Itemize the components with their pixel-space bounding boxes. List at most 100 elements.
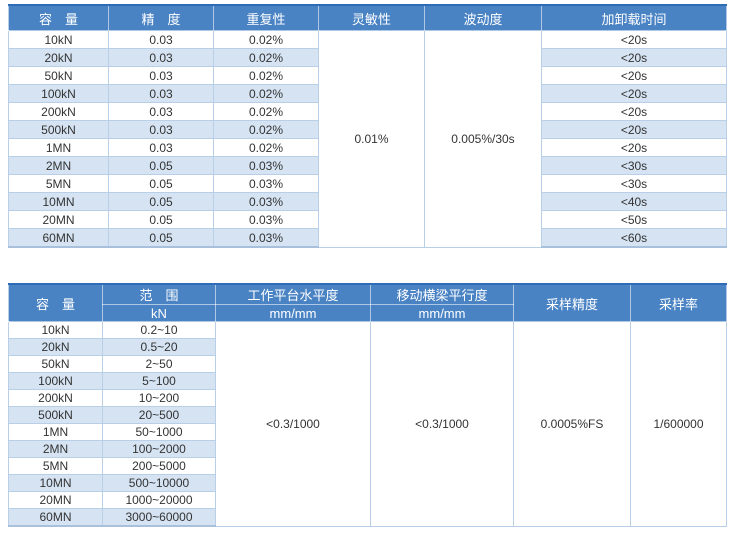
cell-precision: 0.03	[108, 48, 214, 67]
cell-capacity: 10MN	[8, 192, 109, 211]
cell-capacity: 10MN	[8, 474, 103, 492]
table-row: 60MN 0.05 0.03% <60s	[8, 228, 727, 248]
cell-precision: 0.05	[108, 174, 214, 193]
cell-capacity: 20kN	[8, 338, 103, 356]
cell-repeatability: 0.02%	[213, 120, 319, 139]
cell-repeatability: 0.03%	[213, 228, 319, 248]
cell-load-time: <20s	[541, 120, 727, 139]
cell-range: 3000~60000	[102, 508, 216, 527]
cell-capacity: 20kN	[8, 48, 109, 67]
col-header-precision: 精 度	[108, 4, 214, 31]
table-row: 100kN 0.03 0.02% <20s	[8, 84, 727, 103]
cell-capacity: 100kN	[8, 84, 109, 103]
cell-sampling-precision-merged: 0.0005%FS	[513, 321, 631, 527]
cell-precision: 0.03	[108, 66, 214, 85]
cell-capacity: 200kN	[8, 389, 103, 407]
table-row: 10kN 0.03 0.02% 0.01% 0.005%/30s <20s	[8, 30, 727, 248]
col-header-range: 范 围	[102, 283, 216, 305]
cell-repeatability: 0.02%	[213, 138, 319, 157]
cell-precision: 0.03	[108, 120, 214, 139]
cell-precision: 0.05	[108, 156, 214, 175]
cell-range: 10~200	[102, 389, 216, 407]
cell-load-time: <20s	[541, 66, 727, 85]
accuracy-header-row: 容 量 精 度 重复性 灵敏性 波动度 加卸载时间	[8, 4, 727, 31]
col-header-sensitivity: 灵敏性	[318, 4, 425, 31]
cell-range: 20~500	[102, 406, 216, 424]
cell-precision: 0.03	[108, 138, 214, 157]
cell-load-time: <20s	[541, 30, 727, 49]
cell-repeatability: 0.02%	[213, 102, 319, 121]
col-header-load-unload-time: 加卸载时间	[541, 4, 727, 31]
cell-capacity: 10kN	[8, 321, 103, 339]
table-row: 50kN 2~50	[8, 355, 727, 373]
cell-repeatability: 0.02%	[213, 30, 319, 49]
col-header-beam-parallelism: 移动横梁平行度	[370, 283, 514, 305]
cell-range: 50~1000	[102, 423, 216, 441]
table-row: 20MN 1000~20000	[8, 491, 727, 509]
cell-load-time: <20s	[541, 48, 727, 67]
cell-precision: 0.03	[108, 84, 214, 103]
cell-platform-merged: <0.3/1000	[215, 321, 371, 527]
table-row: 200kN 0.03 0.02% <20s	[8, 102, 727, 121]
table-row: 10MN 500~10000	[8, 474, 727, 492]
cell-capacity: 500kN	[8, 406, 103, 424]
cell-repeatability: 0.03%	[213, 156, 319, 175]
col-subheader-platform-unit: mm/mm	[215, 304, 371, 322]
cell-capacity: 2MN	[8, 156, 109, 175]
cell-fluctuation-merged: 0.005%/30s	[424, 30, 542, 248]
cell-range: 100~2000	[102, 440, 216, 458]
cell-capacity: 1MN	[8, 138, 109, 157]
col-subheader-range-unit: kN	[102, 304, 216, 322]
cell-sampling-rate-merged: 1/600000	[630, 321, 727, 527]
cell-load-time: <60s	[541, 228, 727, 248]
cell-range: 1000~20000	[102, 491, 216, 509]
cell-repeatability: 0.03%	[213, 210, 319, 229]
cell-capacity: 20MN	[8, 491, 103, 509]
cell-capacity: 200kN	[8, 102, 109, 121]
col-header-fluctuation: 波动度	[424, 4, 542, 31]
table-row: 2MN 0.05 0.03% <30s	[8, 156, 727, 175]
table-row: 500kN 20~500	[8, 406, 727, 424]
cell-load-time: <30s	[541, 174, 727, 193]
cell-precision: 0.05	[108, 192, 214, 211]
col-header-capacity: 容 量	[8, 4, 109, 31]
table-row: 20MN 0.05 0.03% <50s	[8, 210, 727, 229]
cell-repeatability: 0.02%	[213, 66, 319, 85]
accuracy-spec-table: 容 量 精 度 重复性 灵敏性 波动度 加卸载时间 10kN 0.03 0.02…	[8, 4, 727, 248]
cell-range: 200~5000	[102, 457, 216, 475]
cell-repeatability: 0.03%	[213, 174, 319, 193]
cell-repeatability: 0.02%	[213, 48, 319, 67]
cell-range: 5~100	[102, 372, 216, 390]
table-row: 10kN 0.2~10 <0.3/1000 <0.3/1000 0.0005%F…	[8, 321, 727, 527]
col-header-repeatability: 重复性	[213, 4, 319, 31]
cell-capacity: 10kN	[8, 30, 109, 49]
table-row: 2MN 100~2000	[8, 440, 727, 458]
cell-load-time: <20s	[541, 138, 727, 157]
col-header-platform-levelness: 工作平台水平度	[215, 283, 371, 305]
cell-precision: 0.03	[108, 30, 214, 49]
cell-range: 0.2~10	[102, 321, 216, 339]
cell-capacity: 1MN	[8, 423, 103, 441]
cell-capacity: 5MN	[8, 174, 109, 193]
cell-precision: 0.05	[108, 228, 214, 248]
cell-precision: 0.03	[108, 102, 214, 121]
col-subheader-beam-unit: mm/mm	[370, 304, 514, 322]
col-header-sampling-rate: 采样率	[630, 283, 727, 322]
cell-capacity: 2MN	[8, 440, 103, 458]
table-row: 10MN 0.05 0.03% <40s	[8, 192, 727, 211]
cell-capacity: 50kN	[8, 355, 103, 373]
col-header-capacity: 容 量	[8, 283, 103, 322]
col-header-sampling-precision: 采样精度	[513, 283, 631, 322]
cell-load-time: <50s	[541, 210, 727, 229]
cell-load-time: <20s	[541, 102, 727, 121]
table-row: 60MN 3000~60000	[8, 508, 727, 527]
table-row: 1MN 50~1000	[8, 423, 727, 441]
cell-load-time: <20s	[541, 84, 727, 103]
cell-range: 2~50	[102, 355, 216, 373]
cell-repeatability: 0.02%	[213, 84, 319, 103]
table-row: 100kN 5~100	[8, 372, 727, 390]
range-spec-table: 容 量 范 围 工作平台水平度 移动横梁平行度 采样精度 采样率 kN mm/m…	[8, 283, 727, 527]
cell-load-time: <40s	[541, 192, 727, 211]
cell-range: 500~10000	[102, 474, 216, 492]
cell-capacity: 60MN	[8, 228, 109, 248]
